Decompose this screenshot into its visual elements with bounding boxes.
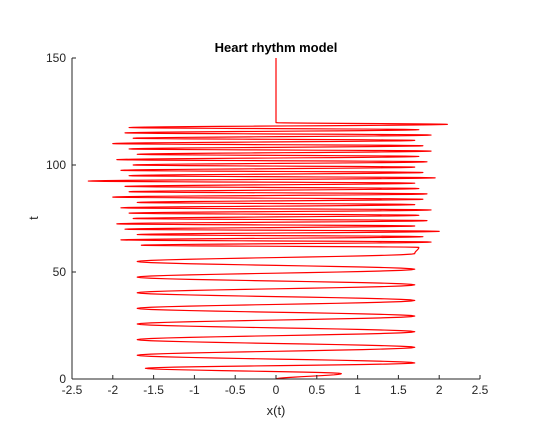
x-tick-label: -2	[107, 383, 118, 397]
x-tick-label: 1	[354, 383, 361, 397]
x-tick-label: -1.5	[143, 383, 164, 397]
chart-title: Heart rhythm model	[215, 40, 338, 55]
x-tick-label: 2	[436, 383, 443, 397]
x-tick-label: -0.5	[225, 383, 246, 397]
x-axis-label: x(t)	[267, 403, 286, 418]
y-axis-label: t	[26, 216, 41, 220]
y-ticks: 0 50 100 150	[46, 51, 76, 386]
x-tick-label: 0	[273, 383, 280, 397]
x-tick-label: 2.5	[472, 383, 489, 397]
x-tick-label: -1	[189, 383, 200, 397]
plot-area	[87, 58, 448, 380]
x-tick-label: 0.5	[308, 383, 325, 397]
y-tick-label: 100	[46, 158, 66, 172]
x-ticks: -2.5 -2 -1.5 -1 -0.5 0 0.5 1 1.5 2 2.5	[62, 375, 489, 397]
x-tick-label: -2.5	[62, 383, 83, 397]
y-tick-label: 0	[59, 372, 66, 386]
y-tick-label: 50	[53, 265, 67, 279]
series-line	[87, 58, 448, 380]
y-tick-label: 150	[46, 51, 66, 65]
x-tick-label: 1.5	[390, 383, 407, 397]
